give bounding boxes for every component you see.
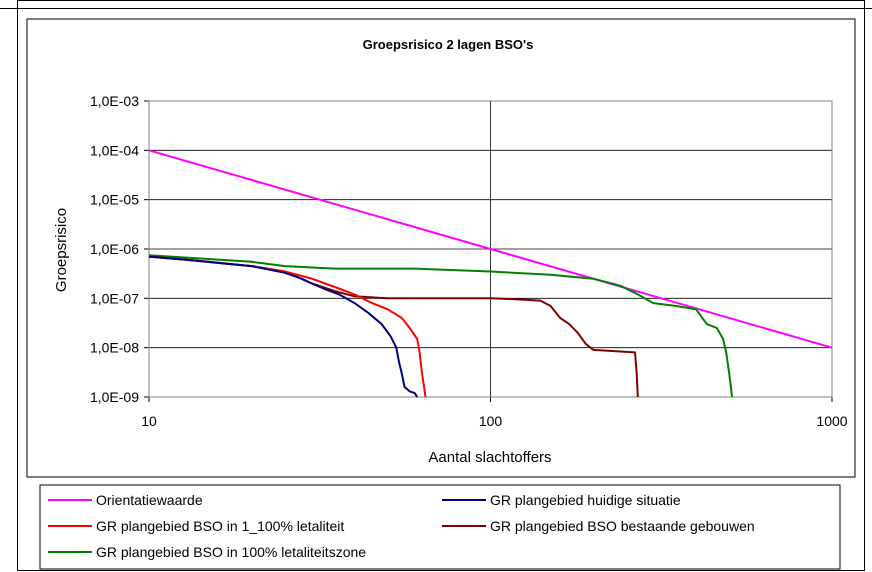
plot-border bbox=[148, 100, 833, 398]
y-tick-label: 1,0E-06 bbox=[90, 241, 139, 257]
x-tick-label: 100 bbox=[479, 413, 503, 429]
x-tick-label: 1000 bbox=[816, 413, 847, 429]
y-tick-label: 1,0E-04 bbox=[90, 142, 139, 158]
series-line-1 bbox=[148, 149, 833, 349]
y-axis-label: Groepsrisico bbox=[53, 208, 70, 292]
y-tick-label: 1,0E-08 bbox=[90, 340, 139, 356]
series-line-2 bbox=[148, 255, 419, 398]
y-tick-label: 1,0E-07 bbox=[90, 290, 139, 306]
legend-box bbox=[39, 484, 841, 570]
x-tick-labels: 10 100 1000 bbox=[141, 413, 848, 429]
legend-label: GR plangebied BSO in 1_100% letaliteit bbox=[96, 518, 344, 534]
legend-label: GR plangebied huidige situatie bbox=[490, 492, 681, 508]
y-tick-label: 1,0E-03 bbox=[90, 93, 139, 109]
chart-frame bbox=[17, 0, 865, 571]
x-axis-label: Aantal slachtoffers bbox=[428, 449, 551, 466]
legend-label: GR plangebied BSO in 100% letaliteitszon… bbox=[96, 544, 366, 560]
y-tick-labels: 1,0E-03 1,0E-04 1,0E-05 1,0E-06 1,0E-07 1,0E-… bbox=[90, 93, 139, 405]
x-tick-label: 10 bbox=[141, 413, 157, 429]
legend-label: GR plangebied BSO bestaande gebouwen bbox=[490, 518, 755, 534]
series-line-5 bbox=[148, 254, 734, 398]
series-group bbox=[148, 149, 833, 398]
legend: Orientatiewaarde GR plangebied huidige si… bbox=[48, 492, 755, 560]
chart-title: Groepsrisico 2 lagen BSO's bbox=[363, 37, 534, 52]
y-tick-label: 1,0E-05 bbox=[90, 192, 139, 208]
y-tick-label: 1,0E-09 bbox=[90, 389, 139, 405]
legend-label: Orientatiewaarde bbox=[96, 492, 203, 508]
frame-top-rule bbox=[0, 8, 872, 9]
